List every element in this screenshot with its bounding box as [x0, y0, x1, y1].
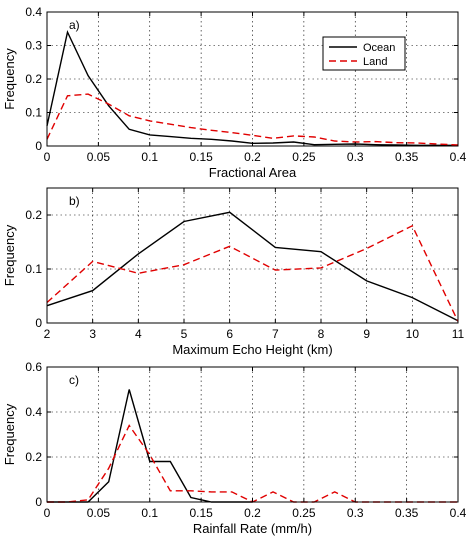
y-tick-label: 0	[35, 139, 42, 153]
y-axis-label: Frequency	[2, 403, 17, 465]
x-tick-label: 8	[318, 327, 325, 341]
x-tick-label: 0.35	[395, 150, 419, 164]
y-tick-label: 0.1	[25, 262, 42, 276]
x-tick-label: 10	[406, 327, 420, 341]
x-tick-label: 0.4	[450, 506, 467, 520]
series-line-land	[46, 224, 459, 322]
x-tick-label: 0.3	[347, 506, 364, 520]
x-tick-label: 0.2	[244, 506, 261, 520]
y-tick-label: 0.2	[25, 72, 42, 86]
series-line-land	[46, 93, 459, 146]
x-tick-label: 11	[452, 327, 465, 341]
y-tick-label: 0	[35, 495, 42, 509]
legend: Ocean Land	[322, 36, 406, 71]
x-tick-label: 2	[44, 327, 51, 341]
x-tick-label: 0	[44, 150, 51, 164]
legend-label-land: Land	[363, 56, 387, 68]
panel-1: 0 0.05 0.1 0.15 0.2 0.25 0.3 0.35 0.4 0 0.1 0.2 0.3 0…	[2, 5, 467, 180]
y-tick-label: 0.2	[25, 450, 42, 464]
panel-label: a)	[69, 18, 80, 32]
legend-box	[322, 36, 406, 71]
y-tick-label: 0	[35, 316, 42, 330]
x-tick-label: 0	[44, 506, 51, 520]
x-tick-label: 0.4	[450, 150, 467, 164]
x-tick-label: 0.1	[141, 150, 158, 164]
x-tick-label: 0.3	[347, 150, 364, 164]
x-tick-label: 0.35	[395, 506, 419, 520]
x-axis-label: Fractional Area	[209, 165, 297, 180]
x-axis-label: Maximum Echo Height (km)	[172, 342, 332, 357]
plot-area	[47, 188, 458, 323]
panel-label: b)	[69, 194, 80, 208]
x-tick-label: 6	[226, 327, 233, 341]
x-tick-label: 0.15	[189, 150, 213, 164]
x-tick-label: 7	[272, 327, 279, 341]
y-tick-label: 0.3	[25, 39, 42, 53]
y-axis-label: Frequency	[2, 48, 17, 110]
axes-frame	[46, 187, 459, 324]
y-tick-label: 0.4	[25, 5, 42, 19]
x-axis-label: Rainfall Rate (mm/h)	[193, 521, 312, 536]
x-tick-label: 0.25	[292, 506, 316, 520]
panel-label: c)	[69, 373, 79, 387]
x-tick-label: 0.25	[292, 150, 316, 164]
x-tick-label: 4	[135, 327, 142, 341]
x-tick-label: 0.05	[87, 506, 111, 520]
panel-2: 2 3 4 5 6 7 8 9 10 11 0 0.1 0.2 Maximum Echo Height (…	[2, 187, 465, 357]
y-axis-label: Frequency	[2, 224, 17, 286]
x-tick-label: 0.15	[189, 506, 213, 520]
y-tick-label: 0.2	[25, 208, 42, 222]
y-tick-label: 0.1	[25, 106, 42, 120]
x-tick-label: 0.2	[244, 150, 261, 164]
x-tick-label: 0.1	[141, 506, 158, 520]
y-tick-label: 0.6	[25, 360, 42, 374]
x-tick-label: 3	[89, 327, 96, 341]
x-tick-label: 5	[181, 327, 188, 341]
x-tick-label: 0.05	[87, 150, 111, 164]
y-tick-label: 0.4	[25, 405, 42, 419]
x-tick-label: 9	[363, 327, 370, 341]
panel-3: 0 0.05 0.1 0.15 0.2 0.25 0.3 0.35 0.4 0 0.2 0.4 0.6 R…	[2, 360, 467, 536]
series-line-ocean	[46, 211, 459, 322]
legend-label-ocean: Ocean	[363, 42, 395, 54]
